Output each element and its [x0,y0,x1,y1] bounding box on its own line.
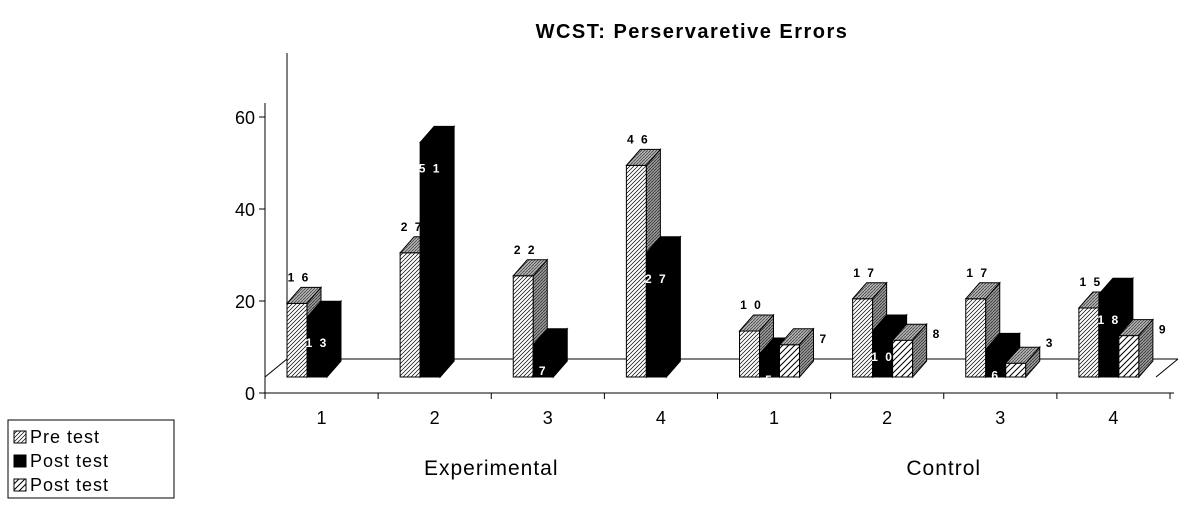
data-label: 6 [991,368,1000,382]
bar [892,339,914,378]
bar [779,344,800,378]
x-tick-label: 4 [1108,408,1118,428]
data-labels: 1 6 1 3 2 7 5 1 2 2 7 4 6 2 7 1 0 5 7 1 7 1 0 8 1 7 6 3 1… [288,132,1168,387]
y-tick-label: 60 [235,108,255,128]
floor-right-edge [1155,358,1179,378]
x-tick-label: 1 [317,408,327,428]
y-tick-label: 0 [245,384,255,404]
bar [286,302,308,378]
bar [739,330,760,378]
x-tick-label: 3 [543,408,553,428]
legend-label-pre-test: Pre test [30,427,100,447]
bar-side [665,235,681,379]
data-label: 1 6 [288,270,311,284]
bar-side [1138,318,1154,379]
chart-axes: 0 20 40 60 1 2 3 4 1 2 3 4 Experimental Control [235,53,1179,480]
x-tick-label: 2 [882,408,892,428]
data-label: 1 7 [853,266,876,280]
data-label: 1 3 [306,336,329,350]
data-label: 3 [1046,336,1055,350]
bar-side [326,299,342,379]
data-label: 1 5 [1080,275,1103,289]
data-label: 1 8 [1098,313,1121,327]
data-label: 5 1 [419,161,442,175]
bars [285,125,1154,379]
data-label: 1 7 [966,266,989,280]
data-label: 8 [933,327,942,341]
bar-side [439,125,455,379]
bar [1118,335,1140,378]
legend-swatch-post-test [13,454,27,468]
data-label: 2 7 [401,220,424,234]
data-label: 1 0 [871,350,894,364]
data-label: 4 6 [627,132,650,146]
group-label: Control [906,457,981,480]
bar-side [552,327,568,379]
data-label: 2 2 [514,243,537,257]
bar-side [1025,345,1041,379]
group-label: Experimental [424,457,559,480]
y-tick-label: 20 [235,292,255,312]
bar [419,141,441,378]
bar-side [912,322,928,379]
bar [965,298,987,378]
x-tick-label: 4 [656,408,666,428]
bar-side [799,327,814,379]
x-tick-label: 2 [430,408,440,428]
chart-title: WCST: Perservaretive Errors [536,21,849,43]
bar [399,252,421,378]
bar [512,275,534,378]
legend-label-post-test: Post test [30,451,109,471]
bar [1098,293,1120,378]
data-label: 7 [539,364,548,378]
x-tick-label: 3 [995,408,1005,428]
data-label: 7 [820,332,829,346]
back-wall-edge [264,53,288,378]
bar [1078,307,1100,378]
legend-label-post-test-2: Post test [30,475,109,495]
data-label: 2 7 [645,272,668,286]
x-tick-label: 1 [769,408,779,428]
bar [625,164,647,378]
bar [852,298,874,378]
bar [1005,362,1027,378]
y-tick-label: 40 [235,200,255,220]
data-label: 9 [1159,323,1168,337]
data-label: 1 0 [740,298,763,312]
legend-swatch-post-test-2 [13,478,27,492]
legend: Pre test Post test Post test [7,419,175,499]
legend-box [7,419,175,499]
data-label: 5 [765,373,774,387]
legend-swatch-pre-test [13,430,27,444]
